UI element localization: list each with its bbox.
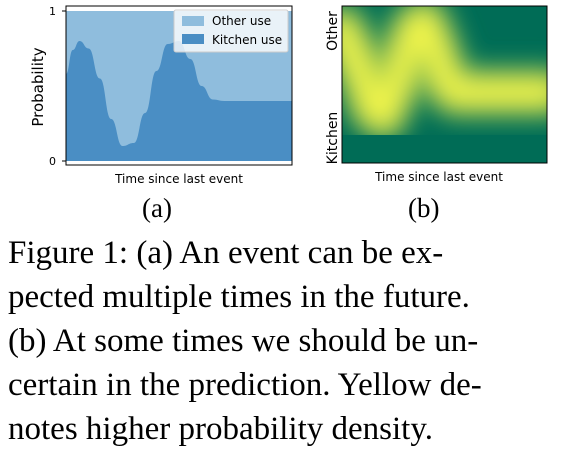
y-label-kitchen: Kitchen	[325, 112, 341, 165]
legend: Other use Kitchen use	[173, 9, 289, 53]
heatmap-frame	[341, 5, 548, 164]
heatmap-density	[342, 6, 547, 145]
legend-swatch-kitchen-use	[182, 34, 204, 44]
y-tick-bottom: 0	[49, 155, 56, 168]
caption-line: notes higher probability density.	[8, 411, 433, 447]
heatmap-plot	[342, 6, 547, 163]
legend-label-other-use: Other use	[212, 14, 271, 28]
area-kitchen-use	[66, 41, 292, 161]
figure-b-heatmap: Other Kitchen Time since last event	[325, 5, 548, 184]
figure-a-chart: 1 0 Probability Time since last event Ot…	[29, 5, 293, 186]
y-axis: 1 0 Probability	[29, 5, 66, 168]
density-layer-peak	[342, 10, 547, 127]
caption-line: certain in the prediction. Yellow de-	[8, 367, 482, 403]
caption-line: (b) At some times we should be un-	[8, 323, 479, 359]
x-axis-label: Time since last event	[114, 172, 243, 186]
caption-line: Figure 1: (a) An event can be ex-	[8, 235, 444, 271]
figure-caption: Figure 1: (a) An event can be ex- pected…	[8, 231, 574, 451]
legend-label-kitchen-use: Kitchen use	[212, 33, 282, 47]
y-axis-label: Probability	[29, 47, 47, 126]
y-tick-top: 1	[49, 5, 56, 18]
subfigure-label-b: (b)	[408, 193, 440, 223]
legend-swatch-other-use	[182, 16, 204, 26]
plot-frame	[65, 5, 293, 166]
subfigure-label-a: (a)	[142, 193, 172, 223]
x-axis-label: Time since last event	[374, 170, 503, 184]
caption-line: pected multiple times in the future.	[8, 279, 470, 315]
y-label-other: Other	[325, 11, 341, 51]
